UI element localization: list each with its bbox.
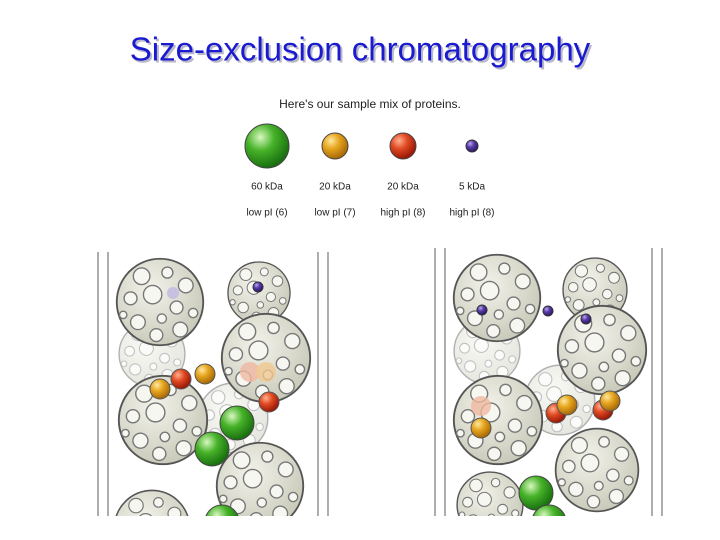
bead	[220, 312, 312, 404]
protein	[194, 431, 230, 467]
protein	[149, 378, 171, 400]
size-label: 20 kDa	[319, 182, 351, 193]
column-left	[97, 252, 329, 516]
pi-label: high pI (8)	[380, 208, 425, 219]
bead	[556, 304, 648, 396]
protein	[194, 363, 216, 385]
title-shadow: Size-exclusion chromatography	[132, 33, 593, 70]
protein-sphere	[244, 123, 290, 169]
protein	[532, 504, 566, 516]
bead	[113, 489, 191, 516]
column-contents	[452, 253, 648, 516]
protein	[518, 475, 554, 511]
protein	[580, 313, 592, 325]
protein	[471, 396, 491, 416]
protein	[542, 305, 554, 317]
caption: Here's our sample mix of proteins.	[279, 97, 461, 111]
protein	[256, 362, 276, 382]
protein	[167, 287, 179, 299]
protein	[252, 281, 264, 293]
protein	[219, 405, 255, 441]
protein-sphere	[465, 139, 479, 153]
protein	[170, 368, 192, 390]
bead	[452, 374, 544, 466]
protein-sphere	[389, 132, 417, 160]
size-label: 20 kDa	[387, 182, 419, 193]
pi-label: low pI (6)	[246, 208, 287, 219]
column-contents	[113, 257, 312, 516]
bead	[452, 253, 542, 343]
protein-sphere	[321, 132, 349, 160]
bead	[115, 257, 205, 347]
bead	[554, 427, 640, 513]
protein	[470, 417, 492, 439]
protein	[205, 504, 239, 516]
size-label: 60 kDa	[251, 182, 283, 193]
protein	[556, 394, 578, 416]
bead	[456, 471, 524, 516]
protein	[258, 391, 280, 413]
pi-label: high pI (8)	[449, 208, 494, 219]
protein	[240, 362, 260, 382]
bead	[215, 441, 305, 516]
title: Size-exclusion chromatography	[130, 31, 591, 68]
protein-legend: 60 kDa 20 kDa 20 kDa 5 kDa low pI (6) lo…	[244, 123, 495, 219]
pi-label: low pI (7)	[314, 208, 355, 219]
column-right	[434, 248, 663, 516]
protein	[476, 304, 488, 316]
size-label: 5 kDa	[459, 182, 486, 193]
protein	[599, 390, 621, 412]
